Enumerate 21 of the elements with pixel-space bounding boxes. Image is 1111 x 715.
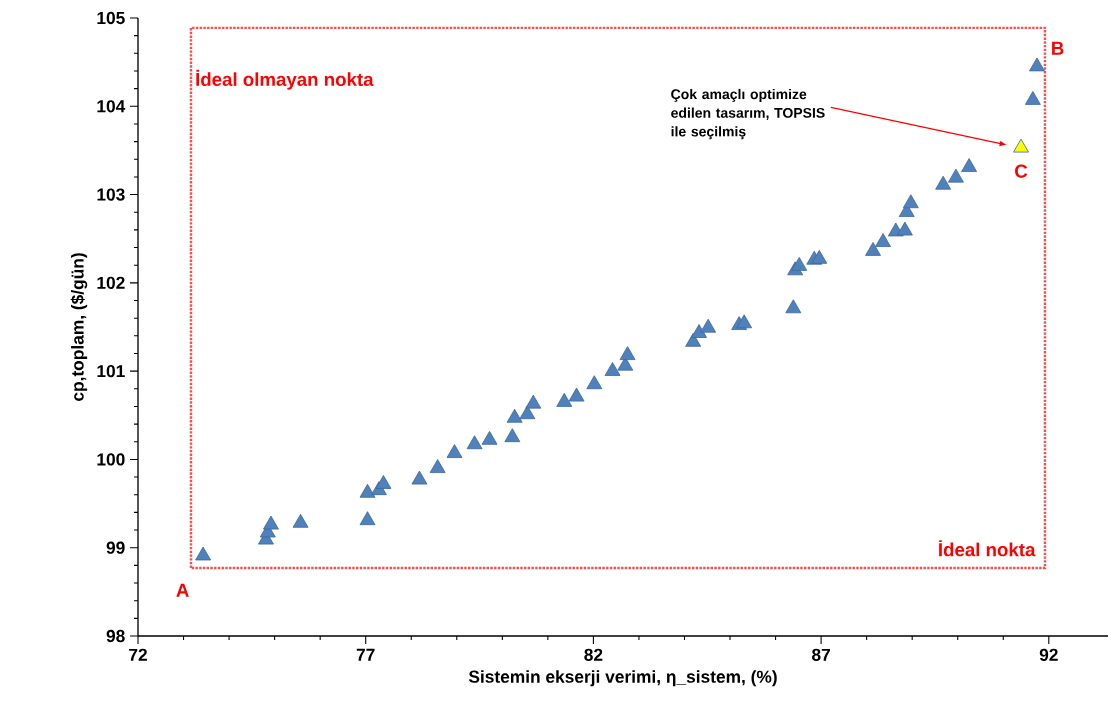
y-tick-label: 100 xyxy=(97,453,125,466)
y-tick-label: 102 xyxy=(97,276,125,289)
y-tick-label: 105 xyxy=(97,11,125,25)
x-tick-label: 82 xyxy=(584,648,603,661)
x-tick-label: 92 xyxy=(1039,648,1058,661)
x-tick-label: 77 xyxy=(356,648,375,661)
x-tick-label: 87 xyxy=(812,648,830,661)
annotation: Çok amaçlı optimize edilen tasarım, TOPSIS ile seçilmiş xyxy=(671,88,825,140)
annotation: C xyxy=(1015,164,1028,178)
y-tick-label: 98 xyxy=(106,629,125,643)
y-axis-title: cp,toplam, ($/gün) xyxy=(70,253,88,401)
x-tick-label: 72 xyxy=(129,648,147,661)
annotation: İdeal nokta xyxy=(939,540,1036,557)
annotation: A xyxy=(176,583,189,597)
y-tick-label: 104 xyxy=(97,100,126,113)
y-tick-label: 99 xyxy=(106,541,125,554)
annotation: İdeal olmayan nokta xyxy=(196,69,374,90)
x-axis-title: Sistemin ekserji verimi, η_sistem, (%) xyxy=(468,670,777,687)
y-tick-label: 103 xyxy=(97,188,125,201)
y-tick-label: 101 xyxy=(97,365,125,378)
annotation: B xyxy=(1052,41,1064,55)
